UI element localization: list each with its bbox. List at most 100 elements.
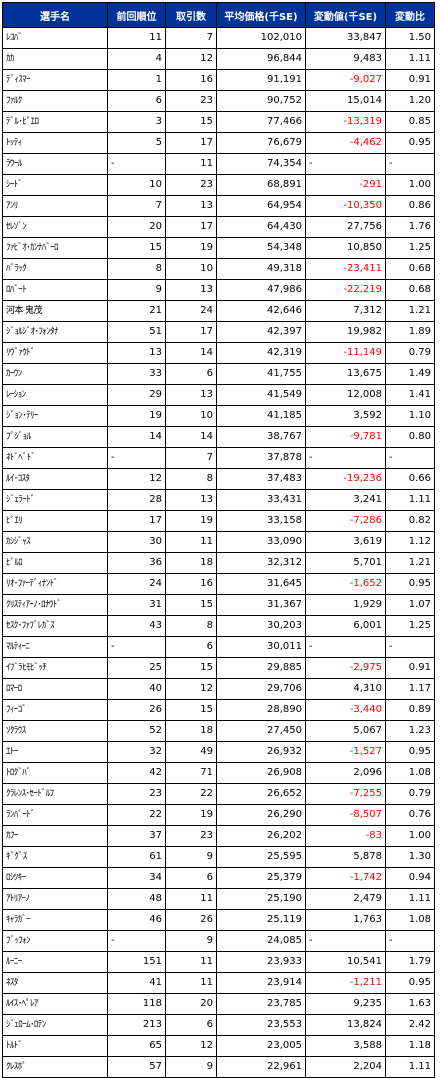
- player-name-cell: ｶﾌｰ: [2, 825, 108, 847]
- change-ratio-cell: 1.30: [385, 846, 435, 868]
- change-ratio-cell: 1.11: [385, 1056, 435, 1078]
- change-ratio-cell: 0.68: [385, 258, 435, 280]
- player-name-cell: ﾙｲ･ｺｽﾀ: [2, 468, 108, 490]
- previous-rank-cell: 17: [107, 510, 166, 532]
- change-value-cell: -7,286: [305, 510, 386, 532]
- average-price-cell: 26,652: [216, 783, 306, 805]
- player-name-cell: ﾄﾙﾄﾞ: [2, 1035, 108, 1057]
- player-name-cell: ﾗﾝﾊﾟｰﾄﾞ: [2, 804, 108, 826]
- player-name-cell: ｼﾞｪﾛｰﾑ･ﾛﾃﾝ: [2, 1014, 108, 1036]
- previous-rank-cell: 13: [107, 342, 166, 364]
- change-ratio-cell: 1.18: [385, 1035, 435, 1057]
- change-value-cell: 9,483: [305, 48, 386, 70]
- average-price-cell: 31,645: [216, 573, 306, 595]
- previous-rank-cell: 151: [107, 951, 166, 973]
- table-row: ｲﾌﾞﾗﾋﾓﾋﾞｯﾁ 25 15 29,885 -2,975 0.91: [2, 657, 435, 679]
- change-ratio-cell: 2.42: [385, 1014, 435, 1036]
- change-ratio-cell: 1.11: [385, 48, 435, 70]
- average-price-cell: 76,679: [216, 132, 306, 154]
- player-name-cell: ﾛﾊﾞｰﾄ: [2, 279, 108, 301]
- change-ratio-cell: -: [385, 636, 435, 658]
- trade-count-cell: 71: [165, 762, 217, 784]
- previous-rank-cell: 6: [107, 90, 166, 112]
- player-name-cell: ｸﾘｽﾃｨｱｰﾉ･ﾛﾅｳﾄﾞ: [2, 594, 108, 616]
- table-row: ﾈﾄﾞﾍﾞﾄﾞ -7 37,878- -: [2, 447, 435, 469]
- change-ratio-cell: 1.11: [385, 489, 435, 511]
- previous-rank-cell: 8: [107, 258, 166, 280]
- trade-count-cell: 20: [165, 993, 217, 1015]
- player-name-cell: ﾋﾟﾙﾛ: [2, 552, 108, 574]
- change-value-cell: -: [305, 153, 386, 175]
- previous-rank-cell: 12: [107, 468, 166, 490]
- change-ratio-cell: 1.11: [385, 888, 435, 910]
- previous-rank-cell: 30: [107, 531, 166, 553]
- player-name-cell: ｸﾚｽﾎﾟ: [2, 1056, 108, 1078]
- table-row: ﾃﾞﾙ･ﾋﾟｴﾛ 3 15 77,466 -13,319 0.85: [2, 111, 435, 133]
- change-ratio-cell: 0.79: [385, 342, 435, 364]
- trade-count-cell: 17: [165, 321, 217, 343]
- table-row: ﾌｧﾋﾞｵ･ｶﾝﾅﾊﾞｰﾛ 15 19 54,348 10,850 1.25: [2, 237, 435, 259]
- table-row: ﾃﾞｨｽﾏｰ 1 16 91,191 -9,027 0.91: [2, 69, 435, 91]
- table-row: ﾗｳｰﾙ -11 74,354- -: [2, 153, 435, 175]
- change-value-cell: -7,255: [305, 783, 386, 805]
- average-price-cell: 41,185: [216, 405, 306, 427]
- table-row: ﾌｨｰｺﾞ 26 15 28,890 -3,440 0.89: [2, 699, 435, 721]
- change-ratio-cell: 1.49: [385, 363, 435, 385]
- change-value-cell: 4,310: [305, 678, 386, 700]
- previous-rank-cell: 37: [107, 825, 166, 847]
- player-name-cell: ﾋﾟｴﾘ: [2, 510, 108, 532]
- trade-count-cell: 12: [165, 48, 217, 70]
- trade-count-cell: 13: [165, 489, 217, 511]
- table-row: ﾙｲｽ･ﾍﾟﾚｱ 118 20 23,785 9,235 1.63: [2, 993, 435, 1015]
- change-ratio-cell: 0.80: [385, 426, 435, 448]
- change-ratio-cell: 1.20: [385, 90, 435, 112]
- previous-rank-cell: 42: [107, 762, 166, 784]
- change-ratio-cell: -: [385, 447, 435, 469]
- average-price-cell: 68,891: [216, 174, 306, 196]
- previous-rank-cell: 25: [107, 657, 166, 679]
- table-body: ﾚｺﾊﾞ 11 7 102,010 33,847 1.50 ｶｶ 4 12 96,844 9,483…: [2, 27, 435, 1078]
- change-value-cell: -2,975: [305, 657, 386, 679]
- change-value-cell: -: [305, 636, 386, 658]
- average-price-cell: 29,885: [216, 657, 306, 679]
- change-value-cell: 3,592: [305, 405, 386, 427]
- previous-rank-cell: 61: [107, 846, 166, 868]
- average-price-cell: 26,290: [216, 804, 306, 826]
- previous-rank-cell: 31: [107, 594, 166, 616]
- player-name-cell: ﾌﾞｯﾌｫﾝ: [2, 930, 108, 952]
- average-price-cell: 102,010: [216, 27, 306, 49]
- change-value-cell: -9,027: [305, 69, 386, 91]
- table-row: ﾌﾟｼﾞｮﾙ 14 14 38,767 -9,781 0.80: [2, 426, 435, 448]
- change-ratio-cell: 0.79: [385, 783, 435, 805]
- table-row: ｶﾌｰ 37 23 26,202 -83 1.00: [2, 825, 435, 847]
- change-ratio-cell: 1.76: [385, 216, 435, 238]
- table-row: ﾊﾞﾗｯｸ 8 10 49,318 -23,411 0.68: [2, 258, 435, 280]
- table-row: ﾙｲ･ｺｽﾀ 12 8 37,483 -19,236 0.66: [2, 468, 435, 490]
- change-value-cell: -3,440: [305, 699, 386, 721]
- change-ratio-cell: 1.08: [385, 762, 435, 784]
- average-price-cell: 64,954: [216, 195, 306, 217]
- previous-rank-cell: 1: [107, 69, 166, 91]
- average-price-cell: 33,090: [216, 531, 306, 553]
- change-value-cell: -1,527: [305, 741, 386, 763]
- trade-count-cell: 11: [165, 951, 217, 973]
- average-price-cell: 23,553: [216, 1014, 306, 1036]
- table-row: ﾋﾟﾙﾛ 36 18 32,312 5,701 1.21: [2, 552, 435, 574]
- previous-rank-cell: 40: [107, 678, 166, 700]
- trade-count-cell: 7: [165, 447, 217, 469]
- change-ratio-cell: -: [385, 153, 435, 175]
- player-name-cell: ﾌｧﾋﾞｵ･ｶﾝﾅﾊﾞｰﾛ: [2, 237, 108, 259]
- change-value-cell: -1,742: [305, 867, 386, 889]
- player-name-cell: ｼｰﾄﾞ: [2, 174, 108, 196]
- change-ratio-cell: 0.66: [385, 468, 435, 490]
- header-trade-count: 取引数: [165, 2, 217, 28]
- average-price-cell: 42,646: [216, 300, 306, 322]
- player-name-cell: ﾏﾙﾃｨｰﾆ: [2, 636, 108, 658]
- table-row: ｼﾞｪﾗｰﾄﾞ 28 13 33,431 3,241 1.11: [2, 489, 435, 511]
- trade-count-cell: 11: [165, 972, 217, 994]
- table-row: ｶｼｼﾞｬｽ 30 11 33,090 3,619 1.12: [2, 531, 435, 553]
- average-price-cell: 25,595: [216, 846, 306, 868]
- player-name-cell: ﾊﾞﾗｯｸ: [2, 258, 108, 280]
- average-price-cell: 23,785: [216, 993, 306, 1015]
- average-price-cell: 90,752: [216, 90, 306, 112]
